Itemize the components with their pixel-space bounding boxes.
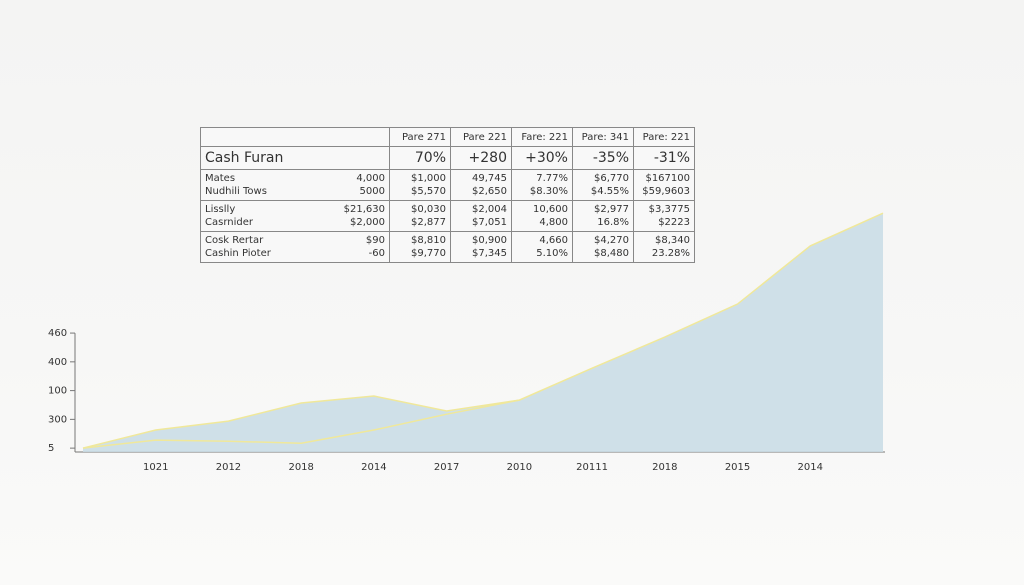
cell: 4,660 bbox=[511, 231, 573, 247]
cell: 4,800 bbox=[511, 216, 573, 232]
blank-cell bbox=[200, 127, 339, 147]
cell: $8,480 bbox=[572, 247, 634, 263]
cell: 49,745 bbox=[450, 169, 512, 185]
data-row: Cashin Pioter -60 $9,770 $7,345 5.10% $8,480 2… bbox=[200, 247, 695, 263]
cell: $8.30% bbox=[511, 185, 573, 201]
cell: $0,900 bbox=[450, 231, 512, 247]
row-label: Mates bbox=[205, 173, 236, 184]
data-row: Mates 4,000 $1,000 49,745 7.77% $6,770 $167100 bbox=[201, 169, 695, 185]
header-row: Pare 271 Pare 221 Fare: 221 Pare: 341 Pare: … bbox=[200, 127, 695, 147]
x-tick-label: 2010 bbox=[507, 462, 532, 473]
x-tick-label: 2015 bbox=[725, 462, 750, 473]
summary-value: -31% bbox=[633, 146, 695, 170]
row-label: Lisslly bbox=[205, 204, 236, 215]
data-row: Lisslly $21,630 $0,030 $2,004 10,600 $2,977 $3… bbox=[201, 200, 695, 216]
x-tick-label: 2014 bbox=[798, 462, 823, 473]
cell: $5,570 bbox=[389, 185, 451, 201]
cell: $59,9603 bbox=[633, 185, 695, 201]
cell: 7.77% bbox=[511, 169, 573, 185]
summary-value: +280 bbox=[450, 146, 512, 170]
cell: $2,977 bbox=[572, 200, 634, 216]
cell: $2,650 bbox=[450, 185, 512, 201]
y-tick-label: 5 bbox=[48, 443, 54, 454]
column-header: Pare 221 bbox=[450, 127, 512, 147]
y-tick-label: 400 bbox=[48, 357, 67, 368]
x-tick-label: 2017 bbox=[434, 462, 459, 473]
cell: $9,770 bbox=[389, 247, 451, 263]
x-tick-label: 2018 bbox=[652, 462, 677, 473]
cell: $3,3775 bbox=[633, 200, 695, 216]
blank-cell bbox=[339, 127, 390, 147]
cell: $21,630 bbox=[343, 204, 385, 215]
data-row: Casrnider $2,000 $2,877 $7,051 4,800 16.8% $22… bbox=[200, 216, 695, 232]
cell: 5000 bbox=[339, 185, 390, 201]
column-header: Pare 271 bbox=[389, 127, 451, 147]
cell: $2,000 bbox=[339, 216, 390, 232]
x-tick-label: 2018 bbox=[288, 462, 313, 473]
cell: $2223 bbox=[633, 216, 695, 232]
cell: $0,030 bbox=[389, 200, 451, 216]
cell: 16.8% bbox=[572, 216, 634, 232]
area-line bbox=[82, 212, 884, 449]
row-label: Cashin Pioter bbox=[200, 247, 339, 263]
cell: $4.55% bbox=[572, 185, 634, 201]
column-header: Pare: 341 bbox=[572, 127, 634, 147]
cell: $8,810 bbox=[389, 231, 451, 247]
x-tick-label: 2012 bbox=[216, 462, 241, 473]
y-tick-label: 300 bbox=[48, 414, 67, 425]
row-label: Nudhili Tows bbox=[200, 185, 339, 201]
cell: -60 bbox=[339, 247, 390, 263]
cell: $6,770 bbox=[572, 169, 634, 185]
summary-row: Cash Furan 70% +280 +30% -35% -31% bbox=[200, 146, 695, 170]
data-row: Nudhili Tows 5000 $5,570 $2,650 $8.30% $4.55%… bbox=[200, 185, 695, 201]
x-tick-label: 2014 bbox=[361, 462, 386, 473]
x-tick-label: 1021 bbox=[143, 462, 168, 473]
cell: $8,340 bbox=[633, 231, 695, 247]
x-tick-label: 20111 bbox=[576, 462, 608, 473]
cell: $90 bbox=[365, 235, 385, 246]
y-tick-label: 460 bbox=[48, 328, 67, 339]
area-fill bbox=[83, 213, 883, 452]
cell: 23.28% bbox=[633, 247, 695, 263]
data-table: Pare 271 Pare 221 Fare: 221 Pare: 341 Pare: … bbox=[200, 127, 695, 263]
cell: $7,345 bbox=[450, 247, 512, 263]
row-label: Casrnider bbox=[200, 216, 339, 232]
cell: $2,004 bbox=[450, 200, 512, 216]
cell: 5.10% bbox=[511, 247, 573, 263]
row-label: Cosk Rertar bbox=[205, 235, 264, 246]
cell: $7,051 bbox=[450, 216, 512, 232]
area-line bbox=[82, 399, 520, 449]
blank-cell bbox=[339, 146, 390, 170]
cell: 10,600 bbox=[511, 200, 573, 216]
summary-value: +30% bbox=[511, 146, 573, 170]
column-header: Pare: 221 bbox=[633, 127, 695, 147]
data-row: Cosk Rertar $90 $8,810 $0,900 4,660 $4,270 $8,… bbox=[201, 231, 695, 247]
summary-value: 70% bbox=[389, 146, 451, 170]
summary-value: -35% bbox=[572, 146, 634, 170]
column-header: Fare: 221 bbox=[511, 127, 573, 147]
cell: $2,877 bbox=[389, 216, 451, 232]
cell: $167100 bbox=[633, 169, 695, 185]
cell: 4,000 bbox=[356, 173, 385, 184]
cell: $1,000 bbox=[389, 169, 451, 185]
row-label: Cash Furan bbox=[200, 146, 339, 170]
y-tick-label: 100 bbox=[48, 386, 67, 397]
cell: $4,270 bbox=[572, 231, 634, 247]
